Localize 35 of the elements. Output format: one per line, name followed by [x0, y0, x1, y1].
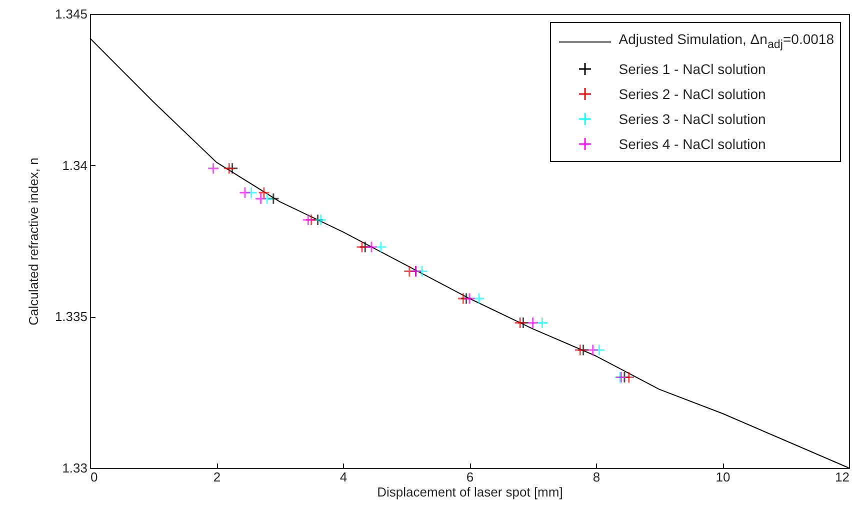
point — [314, 214, 327, 226]
point — [356, 241, 368, 254]
point — [514, 316, 526, 329]
point — [302, 214, 314, 226]
x-tick-label: 0 — [90, 470, 98, 484]
x-tick-label: 6 — [466, 470, 474, 484]
y-tick-label: 1.34 — [62, 158, 88, 173]
point — [464, 292, 476, 304]
point — [526, 316, 539, 329]
point — [207, 162, 220, 174]
point — [258, 186, 270, 199]
x-axis-title: Displacement of laser spot [mm] — [377, 484, 563, 500]
point — [574, 344, 586, 356]
legend-label: Series 1 - NaCl solution — [618, 60, 766, 79]
legend-label: Series 2 - NaCl solution — [618, 84, 766, 104]
point — [536, 316, 548, 329]
y-tick-label: 1.345 — [54, 6, 88, 22]
x-tick-label: 12 — [835, 470, 850, 484]
y-tick-label: 1.33 — [62, 460, 88, 476]
x-tick-label: 4 — [340, 470, 348, 484]
x-tick-label: 10 — [716, 470, 730, 484]
point — [254, 192, 267, 205]
legend-label: Adjusted Simulation, Δn$_{adj}$=0.0018 — [618, 30, 834, 53]
x-tick-label: 2 — [213, 470, 221, 484]
y-axis-title: Calculated refractive index, n — [26, 158, 41, 326]
point — [472, 292, 485, 304]
y-tick-label: 1.335 — [54, 309, 88, 324]
legend-label: Series 4 - NaCl solution — [618, 134, 766, 154]
point — [365, 241, 378, 254]
x-tick-label: 8 — [592, 470, 600, 484]
point — [586, 344, 599, 356]
point — [223, 162, 236, 174]
legend-label: Series 3 - NaCl solution — [618, 110, 766, 129]
point — [238, 186, 251, 199]
point — [374, 241, 387, 254]
